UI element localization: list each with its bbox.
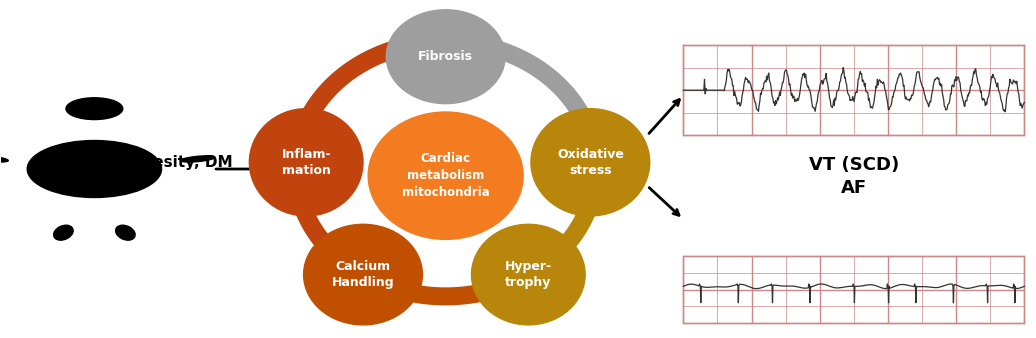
- Ellipse shape: [530, 108, 650, 216]
- Text: Fibrosis: Fibrosis: [419, 50, 473, 63]
- Ellipse shape: [386, 10, 506, 104]
- Text: AF: AF: [841, 179, 867, 197]
- Ellipse shape: [116, 225, 135, 240]
- Ellipse shape: [27, 141, 162, 197]
- Ellipse shape: [54, 225, 74, 240]
- Ellipse shape: [368, 112, 523, 239]
- FancyBboxPatch shape: [684, 256, 1025, 323]
- Ellipse shape: [0, 156, 8, 162]
- Text: VT (SCD): VT (SCD): [809, 155, 899, 174]
- Text: Calcium
Handling: Calcium Handling: [332, 260, 395, 289]
- Text: obesity, DM: obesity, DM: [132, 155, 232, 170]
- Ellipse shape: [304, 224, 423, 325]
- Ellipse shape: [66, 98, 123, 120]
- Ellipse shape: [471, 224, 585, 325]
- Text: Inflam-
mation: Inflam- mation: [282, 148, 330, 177]
- Ellipse shape: [250, 108, 363, 216]
- Ellipse shape: [180, 156, 214, 162]
- FancyBboxPatch shape: [684, 45, 1025, 136]
- Text: Oxidative
stress: Oxidative stress: [557, 148, 624, 177]
- Text: Hyper-
trophy: Hyper- trophy: [505, 260, 552, 289]
- Text: Cardiac
metabolism
mitochondria: Cardiac metabolism mitochondria: [402, 152, 490, 199]
